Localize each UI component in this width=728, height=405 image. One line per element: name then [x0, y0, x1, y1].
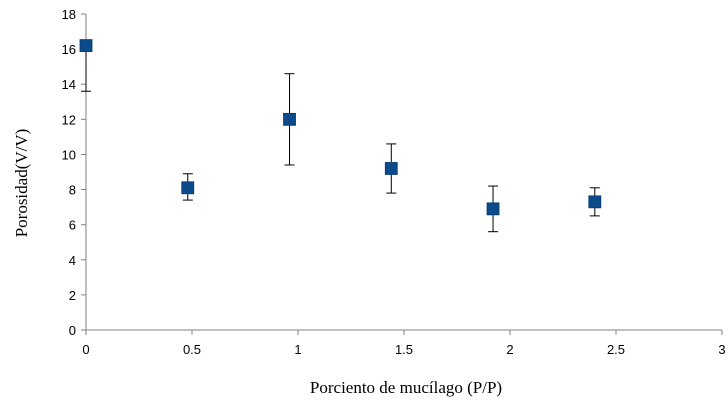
x-tick-label: 2 — [506, 342, 513, 357]
x-tick-label: 2.5 — [607, 342, 625, 357]
error-bars — [81, 45, 600, 233]
x-tick-label: 1.5 — [395, 342, 413, 357]
data-point — [181, 181, 195, 195]
y-tick-label: 6 — [69, 218, 76, 233]
x-axis-title: Porciento de mucílago (P/P) — [310, 378, 502, 397]
y-tick-label: 4 — [69, 253, 76, 268]
data-points — [79, 39, 602, 216]
x-tick-label: 0.5 — [183, 342, 201, 357]
data-point — [486, 202, 500, 216]
x-tick-label: 3 — [718, 342, 725, 357]
y-tick-label: 12 — [62, 112, 76, 127]
x-tick-label: 1 — [294, 342, 301, 357]
y-axis-title: Porosidad(V/V) — [12, 129, 31, 238]
axes — [85, 14, 722, 331]
y-tick-label: 18 — [62, 7, 76, 22]
y-tick-label: 0 — [69, 323, 76, 338]
y-tick-label: 2 — [69, 288, 76, 303]
data-point — [588, 195, 602, 209]
y-axis-ticks: 0 2 4 6 8 10 12 14 16 18 — [62, 7, 86, 338]
x-axis-ticks: 0 0.5 1 1.5 2 2.5 3 — [82, 330, 726, 357]
y-tick-label: 16 — [62, 42, 76, 57]
data-point — [283, 112, 296, 126]
data-point — [79, 39, 93, 52]
y-tick-label: 10 — [62, 147, 76, 162]
y-tick-label: 8 — [69, 183, 76, 198]
data-point — [384, 162, 398, 175]
y-tick-label: 14 — [62, 77, 76, 92]
x-tick-label: 0 — [82, 342, 89, 357]
